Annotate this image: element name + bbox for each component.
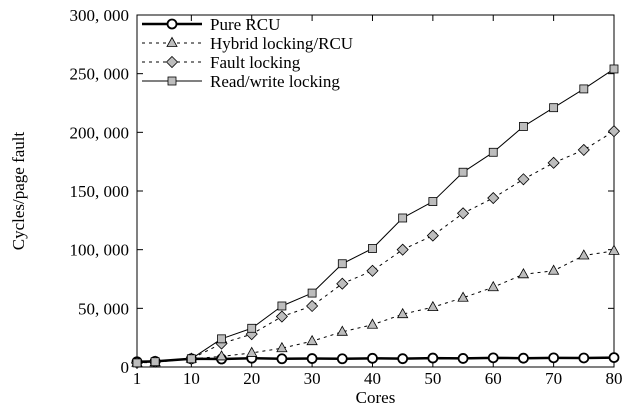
y-tick-label: 100, 000 bbox=[70, 241, 130, 260]
y-tick-label: 150, 000 bbox=[70, 182, 130, 201]
plot-border bbox=[136, 14, 615, 368]
data-point bbox=[217, 334, 226, 344]
data-point bbox=[607, 125, 621, 138]
x-tick-label: 70 bbox=[545, 369, 562, 388]
data-point bbox=[366, 264, 379, 277]
data-point bbox=[276, 341, 288, 353]
data-point bbox=[427, 300, 439, 312]
x-tick-label: 60 bbox=[485, 369, 502, 388]
series-hybrid-locking-rcu bbox=[131, 244, 620, 367]
data-point bbox=[488, 147, 498, 157]
data-point bbox=[306, 299, 319, 313]
data-point bbox=[608, 244, 620, 255]
legend-label: Pure RCU bbox=[210, 15, 280, 34]
data-point bbox=[457, 291, 469, 302]
data-point bbox=[427, 352, 439, 364]
data-point bbox=[366, 318, 379, 329]
data-point bbox=[608, 352, 620, 364]
data-point bbox=[547, 264, 560, 275]
data-point bbox=[396, 307, 409, 319]
data-point bbox=[398, 213, 408, 223]
data-point bbox=[336, 325, 348, 336]
legend-item: Pure RCU bbox=[142, 15, 280, 34]
x-tick-label: 40 bbox=[364, 369, 381, 388]
data-point bbox=[609, 64, 619, 74]
data-point bbox=[457, 353, 469, 364]
data-point bbox=[548, 352, 560, 364]
data-point bbox=[215, 350, 228, 361]
data-point bbox=[306, 334, 318, 346]
data-point bbox=[519, 122, 528, 131]
data-point bbox=[132, 358, 142, 368]
legend-item: Read/write locking bbox=[142, 72, 340, 91]
data-point bbox=[277, 301, 287, 311]
data-point bbox=[428, 197, 438, 206]
data-point bbox=[577, 143, 590, 156]
data-point bbox=[368, 244, 377, 253]
series-line bbox=[136, 250, 615, 364]
legend-marker bbox=[167, 76, 177, 86]
data-point bbox=[150, 357, 160, 367]
data-point bbox=[426, 229, 439, 242]
data-point bbox=[487, 280, 499, 292]
x-tick-label: 80 bbox=[606, 369, 623, 388]
legend-item: Fault locking bbox=[142, 53, 301, 72]
series-line bbox=[136, 68, 615, 364]
data-point bbox=[517, 173, 530, 186]
plot-frame bbox=[136, 14, 615, 368]
data-point bbox=[276, 353, 288, 365]
data-point bbox=[275, 310, 288, 323]
y-tick-label: 300, 000 bbox=[70, 6, 130, 25]
y-axis-label: Cycles/page fault bbox=[9, 131, 28, 250]
series-pure-rcu bbox=[131, 352, 620, 368]
data-point bbox=[458, 167, 468, 177]
legend-label: Read/write locking bbox=[210, 72, 340, 91]
data-point bbox=[518, 352, 529, 364]
data-point bbox=[306, 353, 318, 364]
data-point bbox=[549, 103, 559, 113]
x-tick-label: 1 bbox=[133, 369, 142, 388]
data-point bbox=[487, 191, 500, 205]
y-tick-label: 0 bbox=[121, 358, 130, 377]
y-tick-label: 200, 000 bbox=[70, 123, 130, 142]
data-point bbox=[367, 352, 378, 364]
data-point bbox=[547, 156, 560, 169]
x-axis: 1 10 20 30 40 50 60 70 80 bbox=[133, 15, 623, 388]
data-point bbox=[186, 354, 196, 364]
y-axis: 0 50, 000 100, 000 150, 000 200, 000 250, 000… bbox=[70, 6, 614, 377]
series-read-write-locking bbox=[132, 64, 619, 368]
legend-label: Fault locking bbox=[210, 53, 301, 72]
legend-item: Hybrid locking/RCU bbox=[142, 34, 353, 53]
data-point bbox=[247, 323, 257, 333]
data-point bbox=[246, 346, 258, 357]
series-line bbox=[136, 130, 615, 364]
data-point bbox=[517, 267, 530, 279]
series-layer bbox=[130, 64, 621, 369]
data-point bbox=[578, 352, 590, 364]
legend-marker bbox=[165, 55, 179, 69]
x-tick-label: 30 bbox=[304, 369, 321, 388]
data-point bbox=[307, 288, 317, 298]
data-point bbox=[578, 249, 590, 260]
legend-marker bbox=[166, 18, 178, 30]
data-point bbox=[337, 259, 347, 269]
data-point bbox=[396, 243, 409, 256]
data-point bbox=[336, 353, 348, 365]
legend-marker bbox=[166, 36, 178, 47]
x-tick-label: 10 bbox=[183, 369, 200, 388]
legend-label: Hybrid locking/RCU bbox=[210, 34, 353, 53]
x-axis-label: Cores bbox=[356, 388, 396, 407]
x-tick-label: 20 bbox=[243, 369, 260, 388]
data-point bbox=[336, 277, 349, 290]
data-point bbox=[487, 352, 499, 364]
y-tick-label: 50, 000 bbox=[78, 299, 129, 318]
y-tick-label: 250, 000 bbox=[70, 65, 130, 84]
data-point bbox=[579, 84, 589, 94]
data-point bbox=[397, 353, 409, 365]
data-point bbox=[456, 207, 470, 220]
x-tick-label: 50 bbox=[424, 369, 441, 388]
